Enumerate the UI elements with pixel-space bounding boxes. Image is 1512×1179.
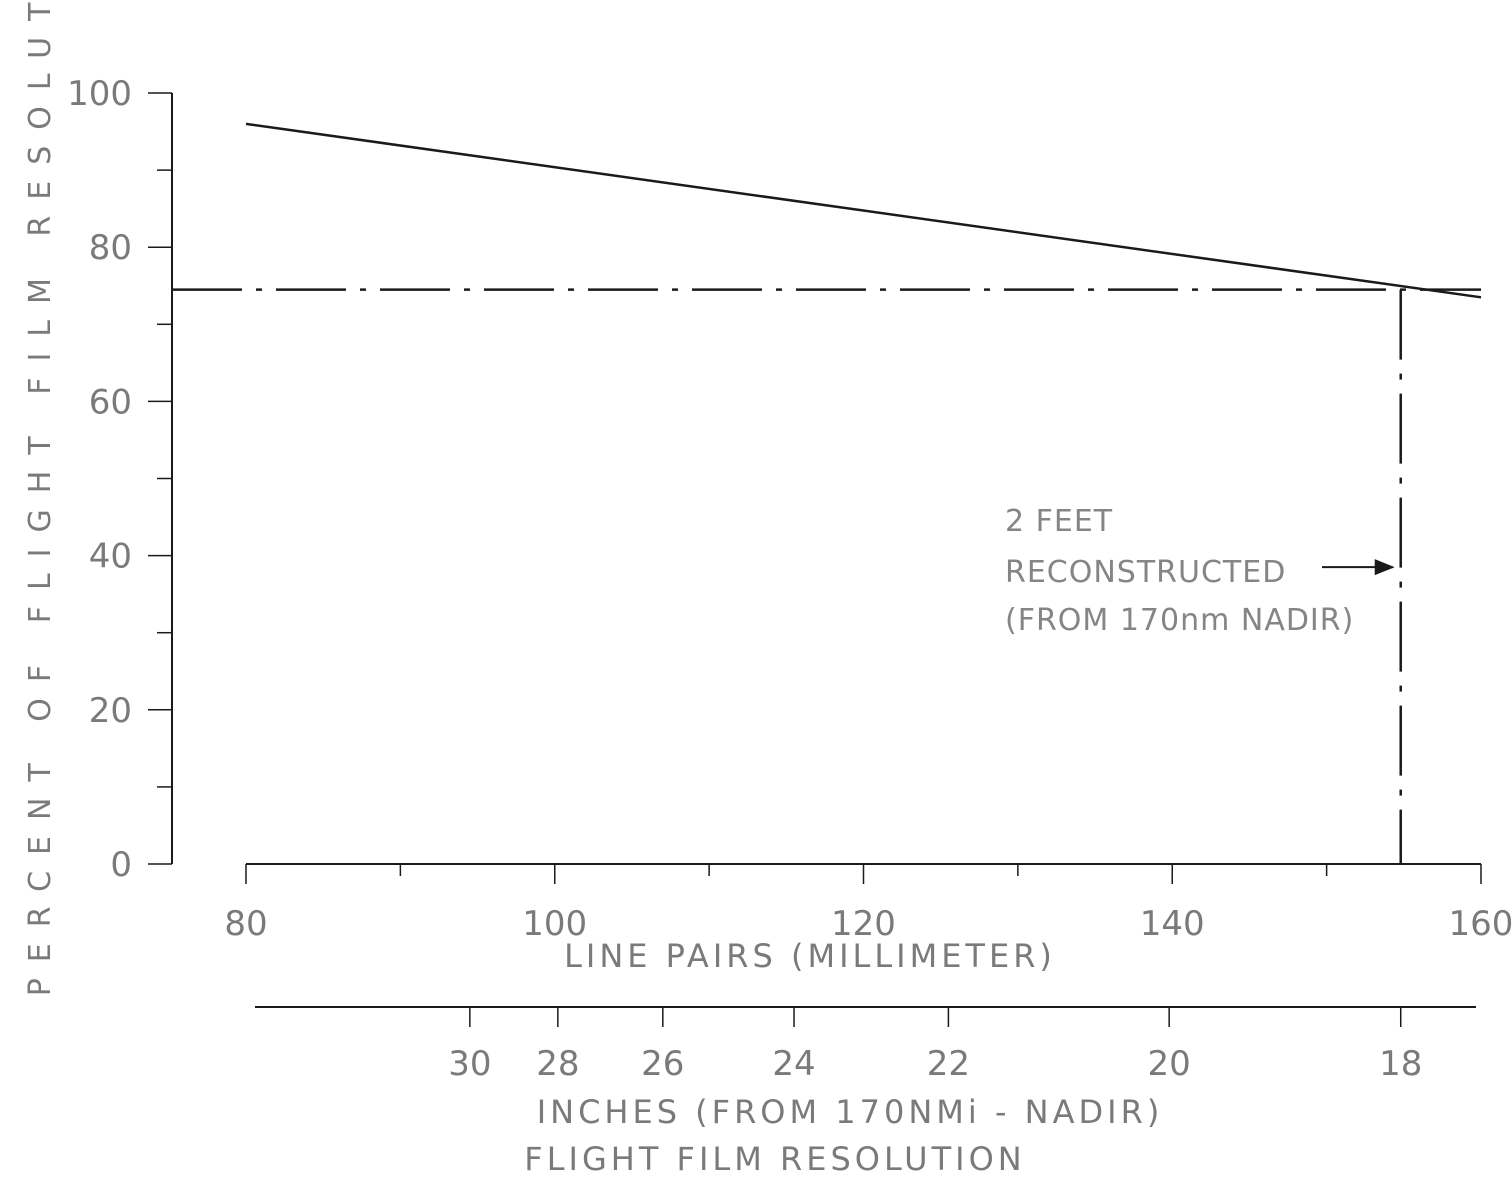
y-tick-label: 0 [110, 845, 132, 885]
series [245, 122, 1482, 299]
x2-tick-label: 20 [1148, 1044, 1191, 1084]
x2-axis: 30 28 26 24 22 20 18 [255, 1006, 1476, 1084]
x-tick-label: 160 [1449, 904, 1512, 944]
x2-tick-label: 18 [1379, 1044, 1422, 1084]
y-tick-label: 20 [89, 691, 132, 731]
x2-tick-label: 26 [641, 1044, 684, 1084]
y-tick-label: 100 [67, 74, 132, 114]
x-ticks: 80 100 120 140 160 [224, 864, 1512, 944]
x2-axis-title: INCHES (FROM 170NMi - NADIR) [537, 1093, 1164, 1131]
x-axis: 80 100 120 140 160 [224, 863, 1512, 944]
x2-ticks: 30 28 26 24 22 20 18 [448, 1007, 1422, 1084]
x-tick-label: 80 [224, 904, 267, 944]
y-tick-label: 40 [89, 537, 132, 577]
annotation-line-3: (FROM 170nm NADIR) [1005, 603, 1354, 638]
x-tick-label: 140 [1140, 904, 1205, 944]
y-tick-label: 60 [89, 382, 132, 422]
reference-lines [172, 288, 1481, 864]
series-line-0 [245, 122, 1482, 299]
x2-tick-label: 30 [448, 1044, 491, 1084]
y-axis: 0 20 40 60 80 100 [67, 74, 173, 885]
x2-tick-label: 28 [536, 1044, 579, 1084]
y-tick-label: 80 [89, 228, 132, 268]
x-tick-label: 120 [831, 904, 896, 944]
y-ticks: 0 20 40 60 80 100 [67, 74, 172, 885]
y-axis-title: PERCENT OF FLIGHT FILM RESOLUTION [23, 0, 58, 996]
annotation: 2 FEET RECONSTRUCTED (FROM 170nm NADIR) [1005, 504, 1395, 638]
footer-title: FLIGHT FILM RESOLUTION [524, 1140, 1025, 1178]
x-tick-label: 100 [522, 904, 587, 944]
annotation-line-2: RECONSTRUCTED [1005, 555, 1286, 590]
x2-tick-label: 24 [772, 1044, 815, 1084]
x2-tick-label: 22 [927, 1044, 970, 1084]
annotation-line-1: 2 FEET [1005, 504, 1113, 539]
x-axis-title: LINE PAIRS (MILLIMETER) [564, 937, 1056, 975]
